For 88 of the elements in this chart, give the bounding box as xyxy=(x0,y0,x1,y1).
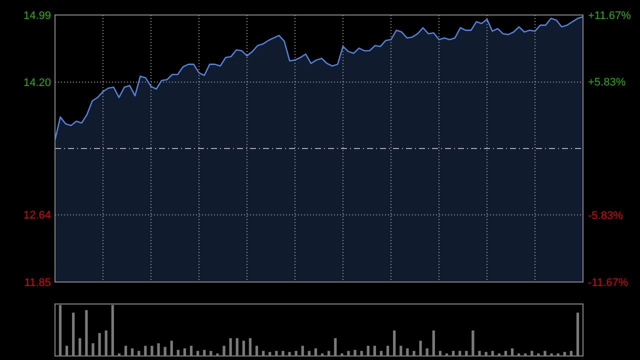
bar xyxy=(138,350,140,356)
bar xyxy=(85,310,88,356)
bar xyxy=(92,343,94,356)
bar xyxy=(176,350,180,356)
y-tick-label: 14.20 xyxy=(23,77,51,90)
bar xyxy=(347,350,350,356)
bar xyxy=(104,330,108,356)
bar xyxy=(524,353,527,356)
bar xyxy=(301,346,304,356)
bar xyxy=(170,340,173,356)
bar xyxy=(576,312,580,356)
bar xyxy=(445,353,448,356)
bar xyxy=(58,305,62,356)
bar xyxy=(183,348,186,356)
bar xyxy=(438,350,442,356)
y2-tick-label: +11.67% xyxy=(588,10,632,22)
bar xyxy=(203,350,206,356)
bar xyxy=(288,352,291,356)
bar xyxy=(72,312,75,356)
bar xyxy=(426,348,428,356)
bar xyxy=(196,350,200,356)
bar xyxy=(242,340,245,356)
bar xyxy=(373,346,376,356)
bar xyxy=(452,350,455,356)
bar xyxy=(386,346,390,356)
bar xyxy=(484,352,488,356)
bar xyxy=(222,346,226,356)
bar xyxy=(262,350,265,356)
bar xyxy=(550,353,553,356)
bar xyxy=(472,330,474,356)
bar xyxy=(144,346,147,356)
bar xyxy=(530,350,534,356)
bar xyxy=(236,338,238,356)
bar xyxy=(255,346,258,356)
bar xyxy=(130,348,134,356)
bar xyxy=(491,350,494,356)
bar xyxy=(465,350,468,356)
y2-tick-label: -11.67% xyxy=(588,276,628,289)
bar xyxy=(111,305,114,356)
bar xyxy=(380,350,383,356)
bar xyxy=(570,350,573,356)
bar xyxy=(164,346,166,356)
bar xyxy=(282,350,284,356)
bar xyxy=(229,338,232,356)
y-tick-label: 14.99 xyxy=(23,10,51,22)
bar xyxy=(340,353,344,356)
bar xyxy=(334,338,337,356)
bar xyxy=(366,346,370,356)
bar xyxy=(124,346,128,356)
bar xyxy=(563,352,566,356)
bar xyxy=(150,346,154,356)
bar xyxy=(354,350,356,356)
bar xyxy=(412,350,416,356)
bar xyxy=(98,333,101,356)
bar xyxy=(360,350,363,356)
bar xyxy=(248,338,252,356)
bar xyxy=(328,350,330,356)
bar xyxy=(210,350,212,356)
bar xyxy=(537,353,540,356)
bar xyxy=(544,350,546,356)
bar xyxy=(504,350,508,356)
y-tick-label: 11.85 xyxy=(24,276,51,289)
bar xyxy=(320,353,324,356)
bar xyxy=(78,338,82,356)
bar xyxy=(314,348,318,356)
bar xyxy=(294,350,298,356)
bar xyxy=(190,346,193,356)
bar xyxy=(157,343,160,356)
bar xyxy=(275,350,278,356)
bar xyxy=(268,352,272,356)
bar xyxy=(510,348,514,356)
bar xyxy=(432,330,435,356)
y-tick-label: 12.64 xyxy=(23,210,51,222)
bar xyxy=(65,346,68,356)
bar xyxy=(458,350,462,356)
bar xyxy=(393,330,396,356)
y2-tick-label: -5.83% xyxy=(588,210,624,222)
bar xyxy=(400,346,402,356)
y2-tick-label: +5.83% xyxy=(588,76,626,89)
bar xyxy=(556,353,560,356)
bar xyxy=(308,350,310,356)
bar xyxy=(406,348,409,356)
bar xyxy=(216,353,219,356)
bar xyxy=(118,353,121,356)
bar xyxy=(517,353,520,356)
bar xyxy=(498,353,500,356)
bar xyxy=(478,350,481,356)
bar xyxy=(419,340,422,356)
